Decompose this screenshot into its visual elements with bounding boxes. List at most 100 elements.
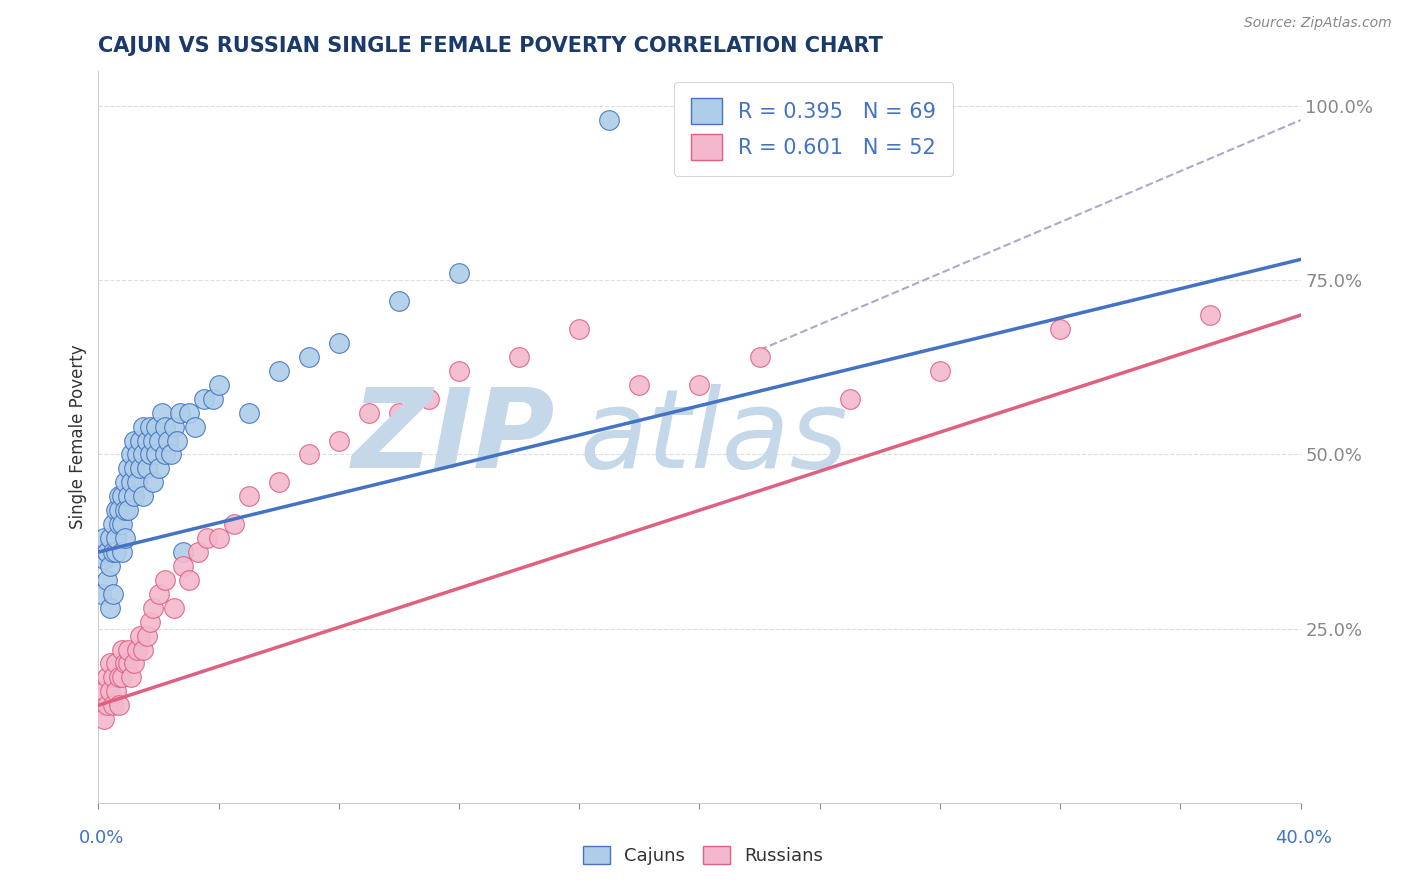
Point — [169, 406, 191, 420]
Text: 0.0%: 0.0% — [79, 829, 124, 847]
Point — [93, 531, 115, 545]
Point — [150, 406, 173, 420]
Point — [114, 475, 136, 490]
Point — [177, 573, 200, 587]
Point — [100, 558, 122, 573]
Point — [153, 448, 176, 462]
Point — [121, 475, 143, 490]
Point — [96, 573, 118, 587]
Point — [148, 434, 170, 448]
Text: ZIP: ZIP — [352, 384, 555, 491]
Point — [141, 475, 163, 490]
Point — [447, 364, 470, 378]
Point — [132, 419, 155, 434]
Point — [267, 364, 290, 378]
Point — [117, 489, 139, 503]
Point — [105, 531, 128, 545]
Point — [138, 419, 160, 434]
Point — [100, 600, 122, 615]
Point — [105, 657, 128, 671]
Point — [108, 503, 131, 517]
Point — [103, 670, 125, 684]
Point — [114, 657, 136, 671]
Point — [172, 558, 194, 573]
Point — [195, 531, 218, 545]
Point — [127, 475, 149, 490]
Point — [138, 615, 160, 629]
Point — [108, 698, 131, 713]
Point — [328, 434, 350, 448]
Point — [100, 657, 122, 671]
Point — [121, 670, 143, 684]
Point — [628, 377, 651, 392]
Point — [177, 406, 200, 420]
Point — [162, 600, 184, 615]
Point — [96, 698, 118, 713]
Point — [162, 419, 184, 434]
Y-axis label: Single Female Poverty: Single Female Poverty — [69, 345, 87, 529]
Point — [117, 657, 139, 671]
Point — [208, 531, 231, 545]
Point — [111, 545, 134, 559]
Text: CAJUN VS RUSSIAN SINGLE FEMALE POVERTY CORRELATION CHART: CAJUN VS RUSSIAN SINGLE FEMALE POVERTY C… — [98, 36, 883, 55]
Point — [357, 406, 380, 420]
Point — [103, 698, 125, 713]
Point — [141, 434, 163, 448]
Point — [298, 350, 321, 364]
Text: atlas: atlas — [579, 384, 848, 491]
Point — [93, 552, 115, 566]
Point — [129, 461, 152, 475]
Text: 40.0%: 40.0% — [1275, 829, 1331, 847]
Point — [418, 392, 440, 406]
Point — [124, 461, 146, 475]
Point — [187, 545, 209, 559]
Point — [108, 489, 131, 503]
Point — [447, 266, 470, 280]
Point — [688, 377, 710, 392]
Point — [166, 434, 188, 448]
Point — [148, 587, 170, 601]
Point — [193, 392, 215, 406]
Point — [132, 489, 155, 503]
Text: Source: ZipAtlas.com: Source: ZipAtlas.com — [1244, 16, 1392, 29]
Point — [183, 419, 205, 434]
Point — [111, 670, 134, 684]
Point — [93, 712, 115, 726]
Point — [100, 684, 122, 698]
Point — [508, 350, 530, 364]
Point — [598, 113, 620, 128]
Point — [105, 684, 128, 698]
Point — [132, 642, 155, 657]
Point — [108, 517, 131, 532]
Point — [208, 377, 231, 392]
Point — [138, 448, 160, 462]
Point — [238, 406, 260, 420]
Point — [105, 545, 128, 559]
Point — [748, 350, 770, 364]
Point — [156, 434, 179, 448]
Point — [96, 670, 118, 684]
Point — [159, 448, 181, 462]
Point — [96, 545, 118, 559]
Point — [124, 434, 146, 448]
Point — [117, 461, 139, 475]
Point — [114, 503, 136, 517]
Point — [103, 517, 125, 532]
Point — [90, 587, 112, 601]
Point — [153, 419, 176, 434]
Point — [568, 322, 591, 336]
Point — [1199, 308, 1222, 322]
Point — [328, 336, 350, 351]
Point — [222, 517, 245, 532]
Point — [114, 531, 136, 545]
Legend: R = 0.395   N = 69, R = 0.601   N = 52: R = 0.395 N = 69, R = 0.601 N = 52 — [673, 82, 953, 177]
Point — [111, 489, 134, 503]
Point — [929, 364, 952, 378]
Point — [838, 392, 860, 406]
Point — [145, 419, 167, 434]
Point — [117, 503, 139, 517]
Point — [124, 657, 146, 671]
Point — [141, 600, 163, 615]
Point — [103, 545, 125, 559]
Point — [103, 587, 125, 601]
